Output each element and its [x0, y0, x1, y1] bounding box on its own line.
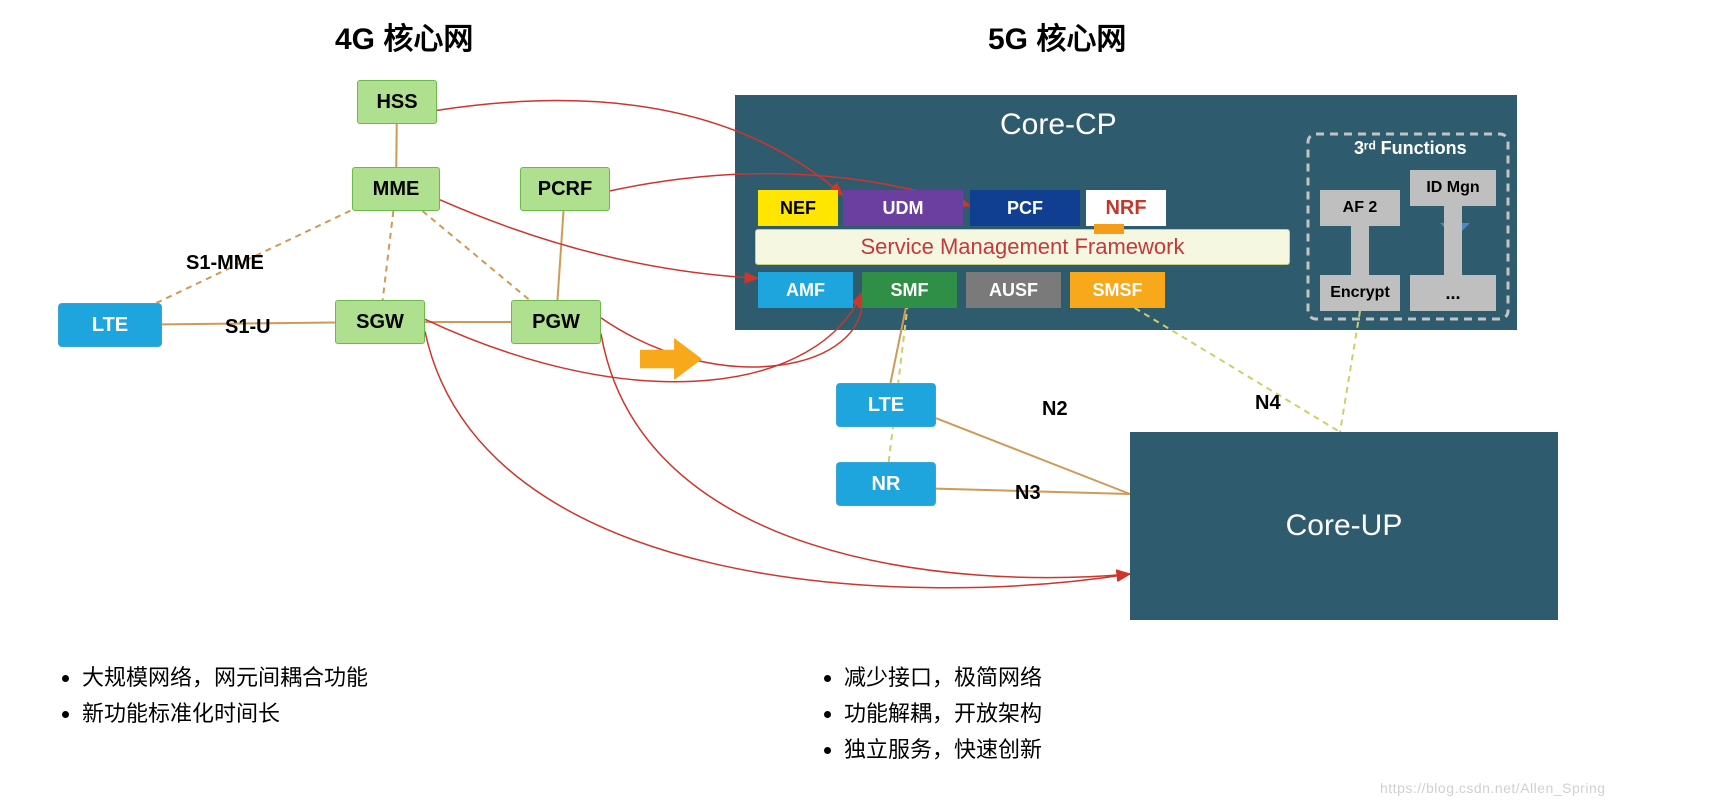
- bullet-item: 大规模网络，网元间耦合功能: [82, 660, 368, 692]
- title-4g: 4G 核心网: [335, 14, 473, 58]
- node-amf: AMF: [758, 272, 853, 308]
- node-af2: AF 2: [1320, 190, 1400, 226]
- edge-label-n4: N4: [1255, 392, 1281, 415]
- edge-label-n3: N3: [1015, 482, 1041, 505]
- node-dots: ...: [1410, 275, 1496, 311]
- node-smsf: SMSF: [1070, 272, 1165, 308]
- node-nr: NR: [836, 462, 936, 506]
- node-encrypt: Encrypt: [1320, 275, 1400, 311]
- node-pgw: PGW: [511, 300, 601, 344]
- nrf-connector-tab: [1094, 224, 1124, 234]
- bullets-5g: 减少接口，极简网络功能解耦，开放架构独立服务，快速创新: [820, 660, 1042, 768]
- node-hss: HSS: [357, 80, 437, 124]
- node-smf: SMF: [862, 272, 957, 308]
- node-sgw: SGW: [335, 300, 425, 344]
- node-idmgn: ID Mgn: [1410, 170, 1496, 206]
- bullet-item: 功能解耦，开放架构: [844, 696, 1042, 728]
- edge-label-n2: N2: [1042, 398, 1068, 421]
- watermark: https://blog.csdn.net/Allen_Spring: [1380, 780, 1606, 796]
- panel-core-up: Core-UP: [1130, 432, 1558, 620]
- node-pcf: PCF: [970, 190, 1080, 226]
- node-mme: MME: [352, 167, 440, 211]
- service-mgmt-framework: Service Management Framework: [755, 229, 1290, 265]
- edge-label-s1mme: S1-MME: [186, 252, 264, 275]
- node-lte4: LTE: [58, 303, 162, 347]
- edge-label-s1u: S1-U: [225, 316, 271, 339]
- title-5g: 5G 核心网: [988, 14, 1126, 58]
- bullet-item: 减少接口，极简网络: [844, 660, 1042, 692]
- node-nef: NEF: [758, 190, 838, 226]
- node-lte5: LTE: [836, 383, 936, 427]
- node-nrf: NRF: [1086, 190, 1166, 226]
- bullet-item: 独立服务，快速创新: [844, 732, 1042, 764]
- node-pcrf: PCRF: [520, 167, 610, 211]
- node-udm: UDM: [843, 190, 963, 226]
- label-core-cp: Core-CP: [1000, 108, 1117, 142]
- label-3rd-functions: 3ʳᵈ Functions: [1354, 138, 1467, 159]
- bullets-4g: 大规模网络，网元间耦合功能新功能标准化时间长: [58, 660, 368, 732]
- diagram-stage: 4G 核心网 5G 核心网 Core-CP 3ʳᵈ Functions Serv…: [0, 0, 1725, 812]
- node-ausf: AUSF: [966, 272, 1061, 308]
- bullet-item: 新功能标准化时间长: [82, 696, 368, 728]
